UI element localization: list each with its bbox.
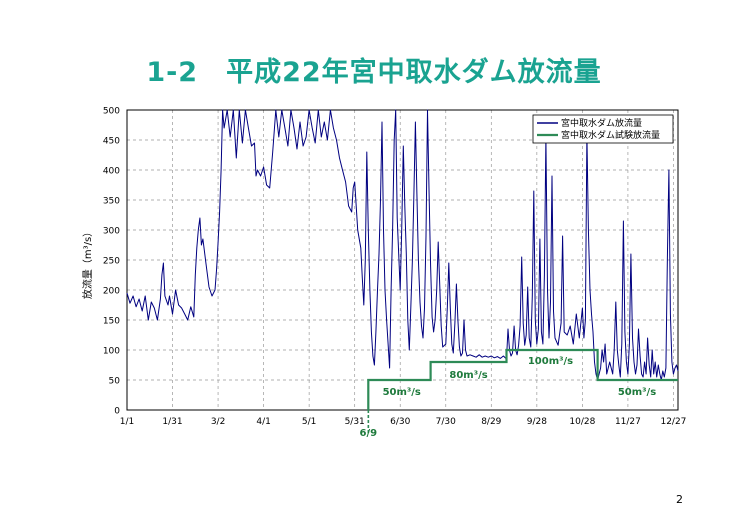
series-group xyxy=(126,109,679,434)
x-tick-label: 3/2 xyxy=(211,417,225,427)
x-tick-labels: 1/1 1/31 3/2 4/1 5/1 5/31 6/30 7/30 8/29 9/28 10/2… xyxy=(120,417,687,427)
x-tick-label: 5/31 xyxy=(345,417,365,427)
y-tick-label: 150 xyxy=(103,317,120,327)
page-number: 2 xyxy=(676,493,683,506)
x-tick-label: 12/27 xyxy=(660,417,686,427)
y-tick-label: 50 xyxy=(109,377,121,387)
y-tick-label: 450 xyxy=(103,137,120,147)
flow-annotation: 100m³/s xyxy=(528,356,573,367)
plot-frame xyxy=(126,109,679,411)
x-tick-label: 11/27 xyxy=(615,417,641,427)
legend-label-test-discharge: 宮中取水ダム試験放流量 xyxy=(561,129,660,141)
flow-annotation: 6/9 xyxy=(360,428,378,439)
flow-annotation: 80m³/s xyxy=(449,370,487,381)
series-line-test-discharge xyxy=(367,348,678,410)
x-tick-label: 9/28 xyxy=(527,417,547,427)
y-axis-label: 放流量（m³/s） xyxy=(81,227,94,299)
x-tick-label: 1/1 xyxy=(120,417,134,427)
flow-annotation: 50m³/s xyxy=(383,387,421,398)
page-title: 1-2 平成22年宮中取水ダム放流量 xyxy=(146,57,602,88)
x-tick-label: 5/1 xyxy=(302,417,316,427)
grid xyxy=(127,110,678,410)
y-tick-label: 400 xyxy=(103,167,120,177)
x-tick-label: 7/30 xyxy=(436,417,456,427)
x-tick-label: 8/29 xyxy=(481,417,501,427)
y-tick-label: 350 xyxy=(103,197,120,207)
legend-label-discharge: 宮中取水ダム放流量 xyxy=(561,117,642,129)
y-tick-label: 100 xyxy=(103,347,120,357)
y-tick-label: 0 xyxy=(114,407,120,417)
y-tick-label: 300 xyxy=(103,227,120,237)
y-tick-label: 500 xyxy=(103,107,120,117)
legend: 宮中取水ダム放流量 宮中取水ダム試験放流量 xyxy=(532,114,674,144)
x-tick-label: 1/31 xyxy=(162,417,182,427)
series-line-discharge xyxy=(126,109,679,381)
y-tick-label: 250 xyxy=(103,257,120,267)
y-tick-labels: 0 50 100 150 200 250 300 350 400 450 500 xyxy=(103,107,120,417)
y-tick-label: 200 xyxy=(103,287,120,297)
x-tick-label: 6/30 xyxy=(390,417,410,427)
annotations: 50m³/s 80m³/s 100m³/s 50m³/s 6/9 xyxy=(360,356,657,439)
x-tick-label: 10/28 xyxy=(569,417,595,427)
flow-annotation: 50m³/s xyxy=(618,387,656,398)
legend-box xyxy=(532,114,674,144)
x-tick-label: 4/1 xyxy=(256,417,270,427)
